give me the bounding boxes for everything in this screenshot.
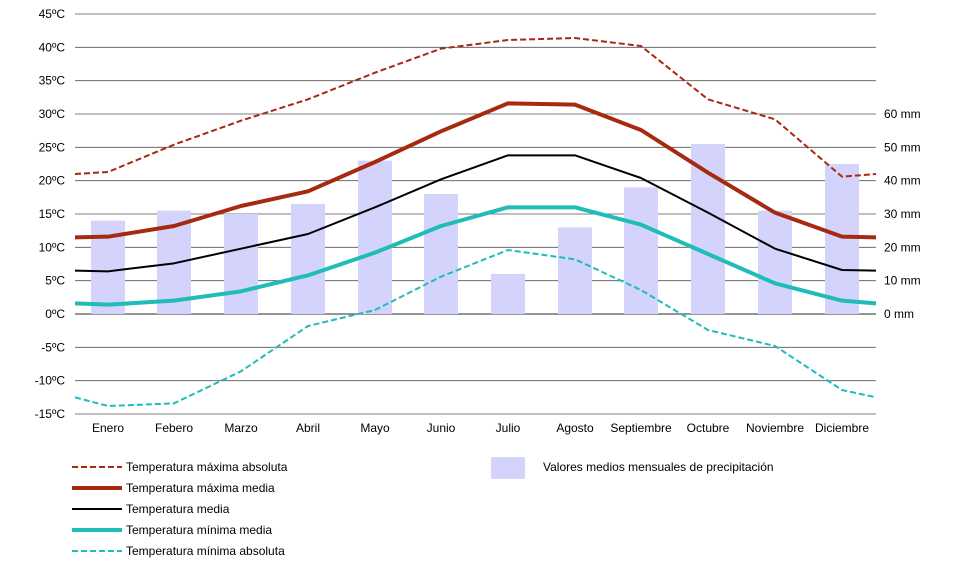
right-axis-labels: 0 mm 10 mm 20 mm 30 mm 40 mm 50 mm 60 mm: [884, 107, 921, 321]
series-line: [74, 101, 877, 240]
legend-label: Temperatura mínima media: [126, 523, 272, 537]
precipitation-bar: [624, 187, 658, 314]
series-line: [74, 205, 877, 307]
precipitation-bar: [358, 160, 392, 314]
x-tick-label: Julio: [496, 421, 521, 435]
legend: Temperatura máxima absoluta Temperatura m…: [72, 457, 774, 558]
y-left-tick-label: -5ºC: [41, 340, 65, 354]
x-tick-label: Septiembre: [610, 421, 672, 435]
precipitation-bar: [424, 194, 458, 314]
x-tick-label: Noviembre: [746, 421, 804, 435]
y-left-tick-label: -10ºC: [35, 374, 66, 388]
y-right-tick-label: 20 mm: [884, 240, 921, 254]
y-right-tick-label: 30 mm: [884, 207, 921, 221]
y-right-tick-label: 40 mm: [884, 174, 921, 188]
x-tick-label: Agosto: [556, 421, 594, 435]
temperature-lines: [74, 37, 877, 407]
legend-label: Temperatura media: [126, 502, 230, 516]
precipitation-bar: [291, 204, 325, 314]
y-left-tick-label: 20ºC: [39, 174, 66, 188]
x-tick-label: Junio: [427, 421, 456, 435]
series-line: [74, 154, 877, 273]
grid-lines: [75, 13, 876, 415]
x-tick-label: Diciembre: [815, 421, 869, 435]
legend-label-precipitation: Valores medios mensuales de precipitació…: [543, 460, 774, 474]
precipitation-bar: [825, 164, 859, 314]
x-tick-label: Enero: [92, 421, 124, 435]
series-line: [74, 37, 877, 178]
y-left-tick-label: 0ºC: [45, 307, 65, 321]
y-left-tick-label: 25ºC: [39, 140, 66, 154]
legend-swatch-precipitation: [491, 457, 525, 479]
precipitation-bar: [224, 214, 258, 314]
precipitation-bar: [758, 210, 792, 314]
series-line: [74, 249, 877, 407]
y-right-tick-label: 50 mm: [884, 140, 921, 154]
y-left-tick-label: 15ºC: [39, 207, 66, 221]
precipitation-bar: [691, 144, 725, 314]
precipitation-bar: [558, 227, 592, 314]
x-tick-label: Marzo: [224, 421, 258, 435]
x-tick-label: Mayo: [360, 421, 390, 435]
y-left-tick-label: -15ºC: [35, 407, 66, 421]
y-left-tick-label: 5ºC: [45, 274, 65, 288]
legend-label: Temperatura máxima absoluta: [126, 460, 288, 474]
y-left-tick-label: 40ºC: [39, 40, 66, 54]
x-tick-label: Octubre: [687, 421, 730, 435]
legend-label: Temperatura máxima media: [126, 481, 275, 495]
y-right-tick-label: 0 mm: [884, 307, 914, 321]
left-axis-labels: -15ºC -10ºC -5ºC 0ºC 5ºC 10ºC 15ºC 20ºC 25ºC 30ºC…: [35, 7, 66, 421]
precipitation-bar: [491, 274, 525, 314]
y-left-tick-label: 45ºC: [39, 7, 66, 21]
x-tick-label: Febero: [155, 421, 193, 435]
x-tick-label: Abril: [296, 421, 320, 435]
y-left-tick-label: 35ºC: [39, 74, 66, 88]
legend-label: Temperatura mínima absoluta: [126, 544, 285, 558]
precipitation-bars: [91, 144, 859, 314]
y-left-tick-label: 30ºC: [39, 107, 66, 121]
y-right-tick-label: 10 mm: [884, 274, 921, 288]
y-right-tick-label: 60 mm: [884, 107, 921, 121]
y-left-tick-label: 10ºC: [39, 240, 66, 254]
x-axis-labels: Enero Febero Marzo Abril Mayo Junio Julio Agost…: [92, 421, 869, 435]
